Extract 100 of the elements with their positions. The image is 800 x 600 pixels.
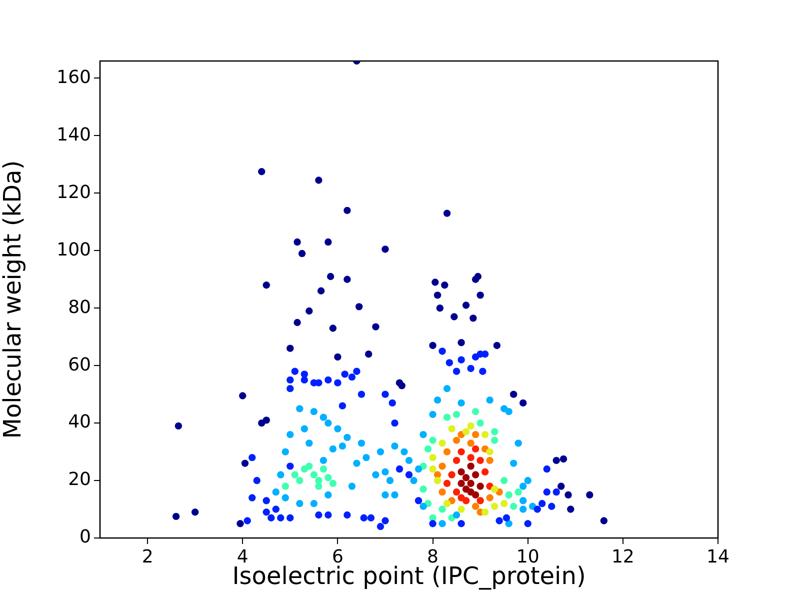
point (388, 399, 396, 407)
point (519, 482, 527, 490)
x-tick-label: 14 (706, 546, 730, 568)
point (420, 430, 427, 438)
point (472, 502, 480, 510)
point (452, 410, 460, 418)
point (344, 511, 351, 519)
point (324, 491, 332, 498)
point (490, 436, 498, 444)
point (282, 482, 289, 490)
point (306, 307, 313, 315)
x-tick-label: 2 (142, 546, 154, 568)
point (277, 471, 284, 478)
point (467, 454, 474, 462)
point (315, 379, 322, 386)
point (481, 430, 489, 438)
point (338, 442, 346, 450)
point (262, 282, 270, 289)
point (248, 454, 256, 462)
point (458, 468, 465, 476)
point (334, 353, 342, 361)
point (474, 272, 482, 280)
point (334, 425, 342, 432)
point (458, 506, 465, 513)
point (405, 456, 413, 464)
point (341, 370, 348, 378)
point (364, 350, 372, 358)
point (286, 514, 294, 522)
point (472, 408, 480, 416)
point (324, 419, 332, 427)
point (586, 491, 594, 498)
point (486, 494, 494, 502)
point (358, 390, 366, 398)
point (306, 462, 313, 470)
y-tick-label: 160 (56, 66, 91, 88)
point (429, 342, 436, 350)
point (534, 506, 541, 513)
point (253, 476, 260, 484)
point (291, 368, 299, 375)
point (486, 456, 494, 464)
point (315, 482, 322, 490)
point (172, 512, 180, 520)
point (458, 480, 465, 488)
point (429, 410, 436, 418)
point (320, 465, 328, 473)
point (438, 506, 446, 513)
point (294, 238, 301, 246)
point (367, 514, 375, 522)
point (481, 508, 489, 516)
point (443, 500, 451, 508)
y-tick-label: 80 (68, 296, 91, 318)
point (500, 500, 508, 508)
point (236, 520, 244, 528)
point (338, 402, 346, 410)
point (324, 511, 332, 519)
point (286, 384, 294, 392)
point (382, 468, 389, 476)
point (324, 474, 332, 482)
point (438, 440, 446, 447)
point (472, 430, 480, 438)
point (493, 342, 501, 350)
point (548, 502, 556, 510)
point (320, 414, 328, 421)
point (476, 482, 484, 490)
point (382, 491, 389, 498)
point (434, 476, 442, 484)
point (486, 396, 494, 404)
point (317, 287, 325, 294)
point (348, 482, 356, 490)
point (398, 382, 406, 390)
point (420, 486, 427, 493)
point (552, 456, 560, 464)
point (326, 272, 334, 280)
point (467, 480, 474, 488)
point (432, 278, 439, 286)
point (300, 376, 308, 384)
point (286, 430, 294, 438)
point (262, 508, 270, 516)
point (434, 396, 442, 404)
point (376, 522, 384, 530)
point (248, 494, 256, 502)
point (448, 471, 456, 478)
point (443, 480, 451, 488)
point (329, 324, 337, 332)
y-tick-label: 140 (56, 124, 91, 146)
point (458, 520, 465, 528)
point (382, 517, 389, 524)
point (268, 514, 275, 522)
x-tick-label: 12 (611, 546, 634, 568)
point (462, 428, 470, 436)
point (462, 302, 470, 309)
point (490, 502, 498, 510)
point (429, 436, 436, 444)
y-tick-label: 20 (68, 469, 91, 490)
point (443, 414, 451, 421)
point (436, 304, 444, 312)
point (510, 460, 518, 467)
point (324, 376, 332, 384)
point (467, 440, 474, 447)
point (467, 364, 474, 372)
